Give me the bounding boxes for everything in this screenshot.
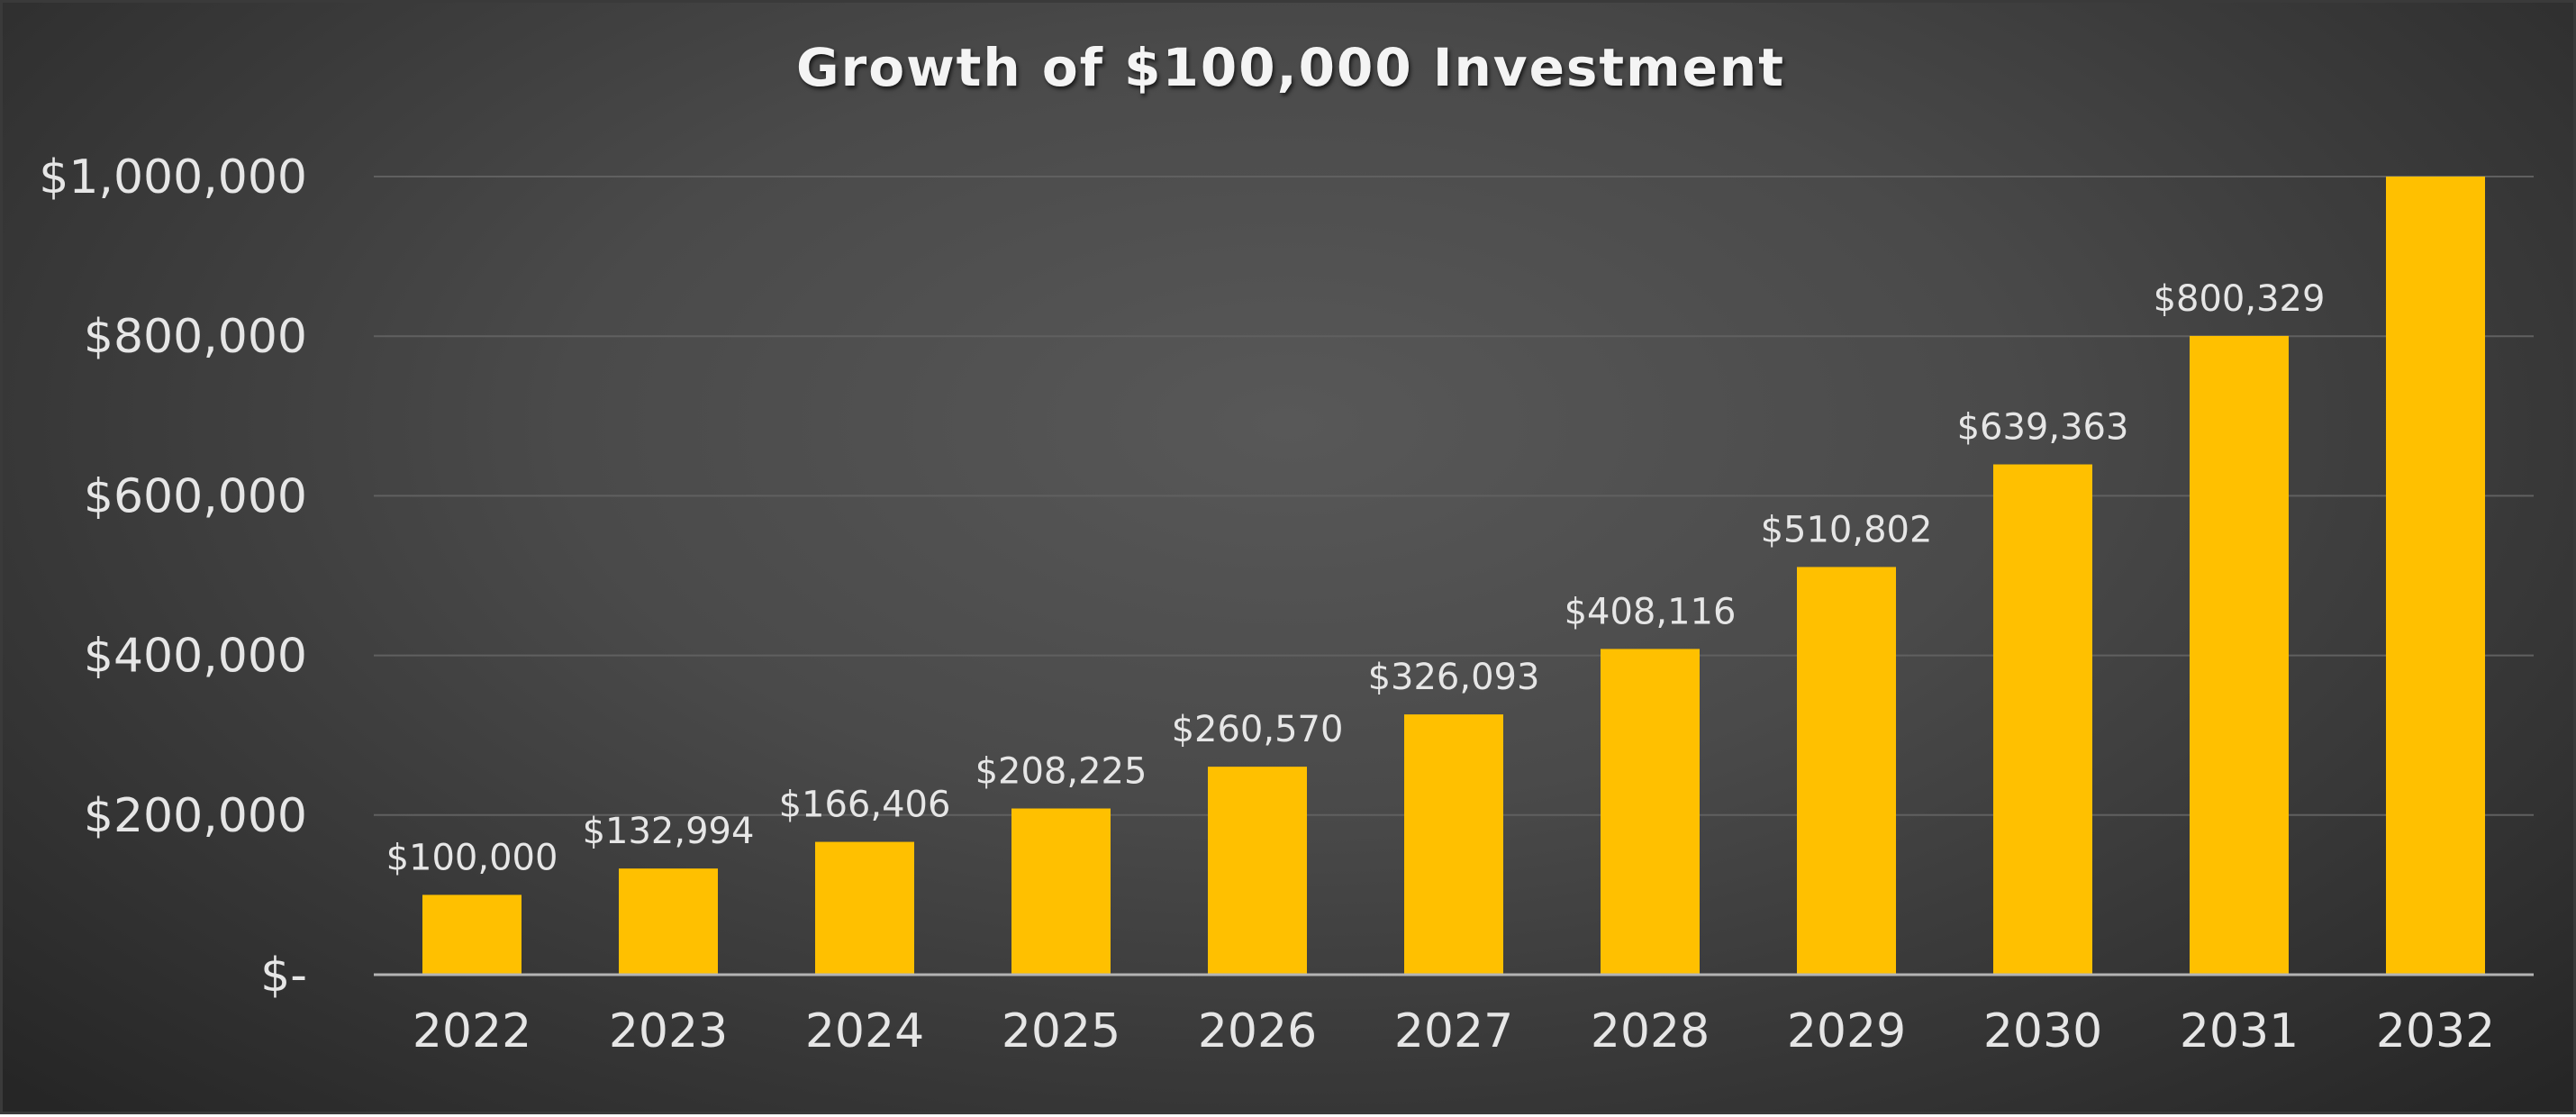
y-tick-label: $200,000 — [84, 789, 307, 843]
x-tick-label: 2032 — [2376, 1004, 2495, 1058]
chart-plot: $- $200,000 $400,000 $600,000 $800,000 $1,000… — [39, 150, 2534, 1058]
bar — [1993, 464, 2092, 975]
bar — [2386, 177, 2485, 975]
x-tick-label: 2031 — [2180, 1004, 2299, 1058]
y-tick-label: $1,000,000 — [39, 150, 307, 204]
x-tick-label: 2027 — [1394, 1004, 1513, 1058]
data-label: $132,994 — [583, 811, 755, 852]
data-label: $408,116 — [1565, 591, 1737, 632]
data-label: $510,802 — [1761, 509, 1933, 550]
x-tick-label: 2030 — [1983, 1004, 2102, 1058]
x-tick-label: 2023 — [609, 1004, 728, 1058]
bars — [422, 177, 2485, 975]
x-tick-label: 2029 — [1787, 1004, 1906, 1058]
bar — [1797, 567, 1896, 975]
chart-title: Growth of $100,000 Investment — [796, 37, 1785, 98]
data-label: $800,329 — [2154, 278, 2326, 320]
data-label: $639,363 — [1957, 407, 2129, 449]
y-tick-label: $600,000 — [84, 469, 307, 523]
bar — [619, 868, 718, 975]
data-label: $208,225 — [975, 751, 1147, 793]
bar — [1011, 808, 1111, 975]
data-label: $260,570 — [1172, 709, 1344, 750]
bar — [1404, 714, 1503, 975]
x-tick-label: 2022 — [413, 1004, 531, 1058]
bar — [1208, 767, 1307, 975]
y-tick-label: $800,000 — [84, 310, 307, 364]
axes: $- $200,000 $400,000 $600,000 $800,000 $1,000… — [39, 150, 2534, 1058]
y-tick-label: $- — [260, 949, 307, 1003]
bar — [422, 895, 522, 975]
x-tick-label: 2024 — [805, 1004, 924, 1058]
bar — [1601, 649, 1700, 975]
y-tick-label: $400,000 — [84, 630, 307, 684]
bar — [815, 841, 914, 975]
x-tick-label: 2026 — [1198, 1004, 1317, 1058]
data-label: $326,093 — [1368, 657, 1540, 698]
data-label: $166,406 — [779, 785, 951, 826]
data-labels: $100,000 $132,994 $166,406 $208,225 $260,570… — [386, 278, 2326, 878]
gridlines — [374, 176, 2534, 816]
x-tick-label: 2028 — [1591, 1004, 1710, 1058]
data-label: $100,000 — [386, 837, 558, 878]
x-tick-label: 2025 — [1002, 1004, 1120, 1058]
bar — [2190, 335, 2289, 975]
